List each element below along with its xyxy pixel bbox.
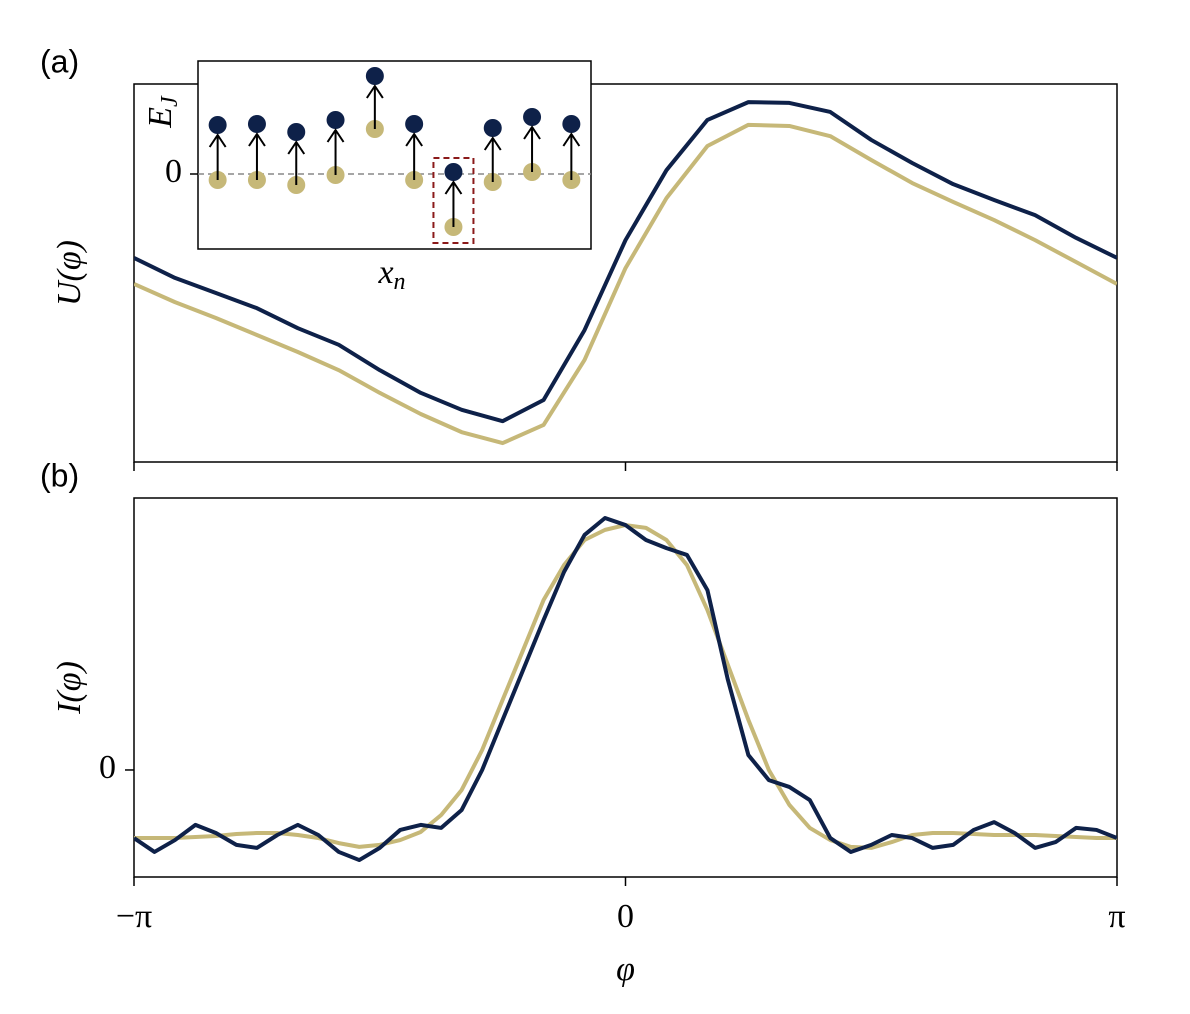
label-sub: J <box>157 95 183 107</box>
upper-point <box>208 116 227 134</box>
shift-arrow <box>444 180 463 227</box>
upper-point <box>247 115 266 133</box>
shift-arrow <box>366 84 384 129</box>
shift-arrow <box>523 125 541 172</box>
x-tick-label: 0 <box>617 898 634 935</box>
upper-point <box>405 115 424 133</box>
shift-arrow <box>483 136 502 182</box>
curve <box>134 100 1117 424</box>
y-axis-label: U(φ) <box>51 240 88 306</box>
shift-arrow <box>248 132 266 180</box>
axes-frame <box>133 497 1118 878</box>
x-tick-label: −π <box>116 898 152 935</box>
shift-arrow <box>208 133 227 180</box>
upper-point <box>523 108 542 126</box>
x-tick-label: π <box>1108 898 1125 935</box>
label-base: E <box>142 107 179 129</box>
upper-point <box>444 163 463 181</box>
shift-arrow <box>405 132 423 180</box>
y-tick-label: 0 <box>165 153 182 190</box>
y-axis-label: I(φ) <box>51 661 88 715</box>
panel-label: (a) <box>40 43 79 79</box>
inset-x-label: xn <box>377 254 405 295</box>
label-base: x <box>377 254 393 291</box>
upper-point <box>326 111 345 129</box>
y-tick-label: 0 <box>99 749 116 786</box>
shift-arrow <box>562 132 581 180</box>
curve <box>134 122 1117 446</box>
upper-point <box>562 115 581 133</box>
x-axis-label: φ <box>616 951 635 988</box>
label-sub: n <box>394 269 406 295</box>
shift-arrow <box>287 140 306 185</box>
highlight-box <box>432 157 475 244</box>
inset-y-label: EJ <box>142 95 183 129</box>
upper-point <box>287 123 306 141</box>
upper-point <box>483 119 502 137</box>
shift-arrow <box>326 128 345 175</box>
inset-frame <box>197 60 592 250</box>
panel-label: (b) <box>40 457 79 493</box>
curve <box>134 515 1117 863</box>
upper-point <box>365 67 384 85</box>
